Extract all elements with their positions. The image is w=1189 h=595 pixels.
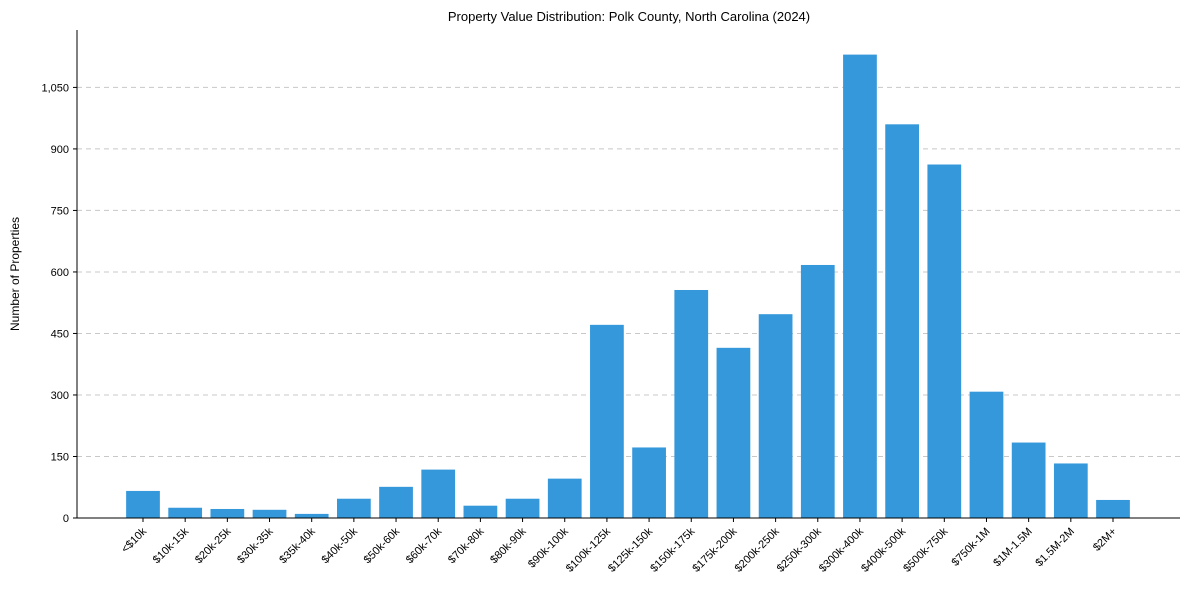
axes xyxy=(76,30,1180,519)
bar xyxy=(843,54,877,518)
x-tick-label: $10k-15k xyxy=(151,525,192,566)
x-tick-label: $40k-50k xyxy=(319,525,360,566)
bar xyxy=(590,324,624,518)
bar xyxy=(379,486,413,518)
x-tick-label: $80k-90k xyxy=(488,525,529,566)
y-tick-label: 900 xyxy=(51,144,69,156)
bar xyxy=(927,164,962,518)
bar xyxy=(1096,499,1130,518)
bar xyxy=(969,391,1004,518)
bar xyxy=(252,509,287,518)
y-tick-label: 1,050 xyxy=(41,82,69,94)
bar xyxy=(463,505,498,518)
bar xyxy=(674,289,709,518)
gridlines xyxy=(77,86,1180,457)
bar xyxy=(421,469,456,518)
bar xyxy=(800,264,835,518)
x-tick-label: $35k-40k xyxy=(277,525,318,566)
y-axis-ticks: 0 150 300 450 600 750 900 1,050 xyxy=(41,82,77,525)
x-tick-label: $2M+ xyxy=(1091,526,1119,554)
x-tick-label: $70k-80k xyxy=(446,525,487,566)
x-tick-label: $30k-35k xyxy=(235,525,276,566)
chart-title: Property Value Distribution: Polk County… xyxy=(448,9,810,24)
bar xyxy=(168,507,203,518)
bar xyxy=(758,314,793,518)
y-tick-label: 600 xyxy=(51,267,69,279)
x-tick-label: $50k-60k xyxy=(362,525,403,566)
bar xyxy=(885,124,919,518)
x-tick-label: $90k-100k xyxy=(526,525,571,570)
bar xyxy=(126,490,160,518)
x-tick-label: $500k-750k xyxy=(901,525,950,574)
y-axis-label: Number of Properties xyxy=(8,217,22,331)
bar xyxy=(1053,463,1088,518)
bar xyxy=(210,508,245,518)
bar xyxy=(547,478,582,518)
x-tick-label: $1M-1.5M xyxy=(991,526,1035,570)
x-tick-label: $60k-70k xyxy=(404,525,445,566)
y-tick-label: 150 xyxy=(51,451,69,463)
x-tick-label: <$10k xyxy=(119,525,149,555)
bars xyxy=(126,54,1130,518)
y-tick-label: 300 xyxy=(51,390,69,402)
y-tick-label: 750 xyxy=(51,205,69,217)
x-tick-label: $750k-1M xyxy=(950,526,993,569)
y-tick-label: 0 xyxy=(63,513,69,525)
bar xyxy=(716,347,751,518)
x-axis-ticks: <$10k $10k-15k $20k-25k $30k-35k $35k-40k $40… xyxy=(119,518,1119,575)
bar xyxy=(294,513,329,518)
bar xyxy=(632,447,666,518)
x-tick-label: $1.5M-2M xyxy=(1033,526,1077,570)
x-tick-label: $20k-25k xyxy=(193,525,234,566)
bar xyxy=(505,498,540,518)
bar xyxy=(1011,442,1046,518)
bar xyxy=(337,498,371,518)
y-tick-label: 450 xyxy=(51,328,69,340)
